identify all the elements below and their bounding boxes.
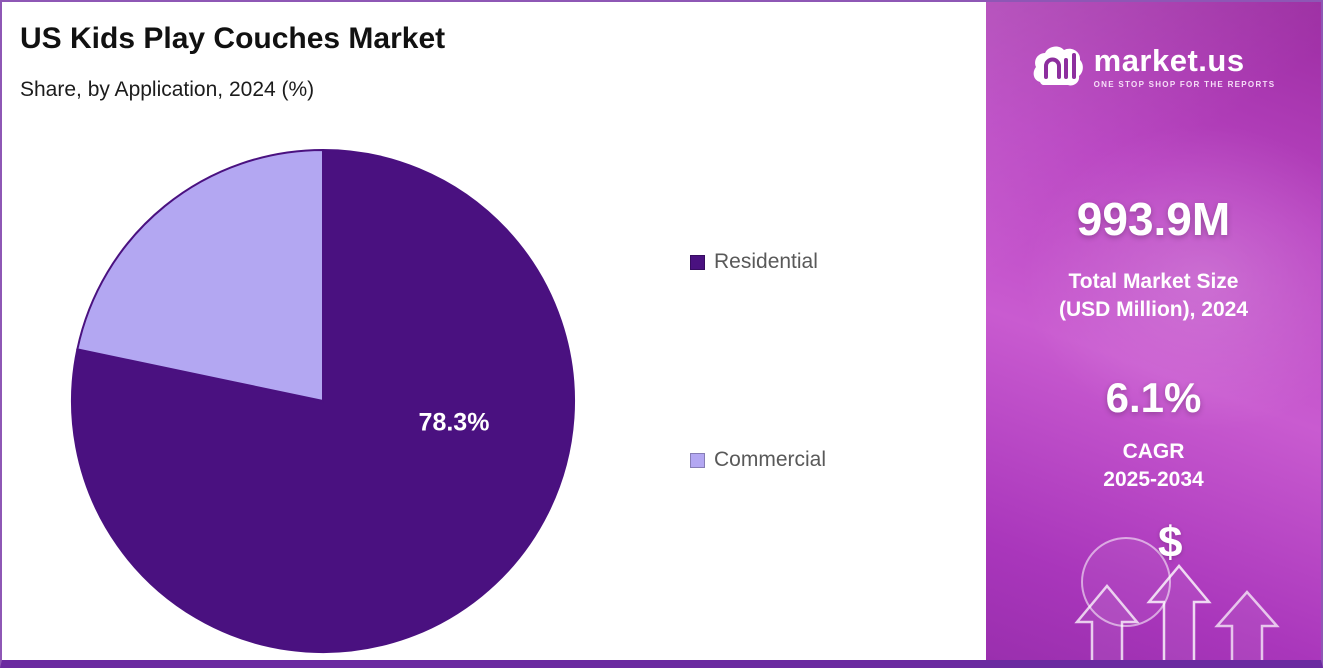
pie-chart: 78.3% [64,142,582,660]
cup-circle-icon [1081,537,1171,627]
pie-data-label: 78.3% [418,408,490,437]
growth-arrows-art [1074,537,1280,660]
cagr-label: CAGR [1122,440,1185,463]
cagr-period: 2025-2034 [1103,468,1204,491]
legend-label-commercial: Commercial [714,448,827,471]
legend-label-residential: Residential [714,250,818,273]
brand-logo: market.us ONE STOP SHOP FOR THE REPORTS [986,44,1321,90]
legend-item-commercial: Commercial [690,448,826,472]
market-size-label-line2: (USD Million), 2024 [1058,298,1249,321]
chart-area: US Kids Play Couches Market Share, by Ap… [2,2,986,660]
chart-subtitle: Share, by Application, 2024 (%) [20,78,315,101]
marketus-logo-icon [1033,46,1083,86]
brand-text-block: market.us ONE STOP SHOP FOR THE REPORTS [1094,45,1276,89]
chart-title: US Kids Play Couches Market [20,22,446,55]
up-arrow-icon-left [1074,584,1140,660]
pie-svg [70,148,576,654]
cagr-value: 6.1% [1105,374,1202,421]
legend-swatch-residential [690,254,705,270]
brand-tagline: ONE STOP SHOP FOR THE REPORTS [1093,80,1276,89]
market-size-label-line1: Total Market Size [1068,270,1239,293]
up-arrow-icon-right [1214,590,1280,660]
sidebar-panel: market.us ONE STOP SHOP FOR THE REPORTS … [986,2,1321,660]
pie-slice-commercial [76,148,324,403]
brand-name: market.us [1093,43,1245,78]
legend-swatch-commercial [690,452,705,468]
up-arrow-icon-middle [1146,564,1212,660]
legend-item-residential: Residential [690,250,818,274]
dollar-icon: $ [1158,518,1183,567]
market-size-value: 993.9M [1076,193,1231,245]
